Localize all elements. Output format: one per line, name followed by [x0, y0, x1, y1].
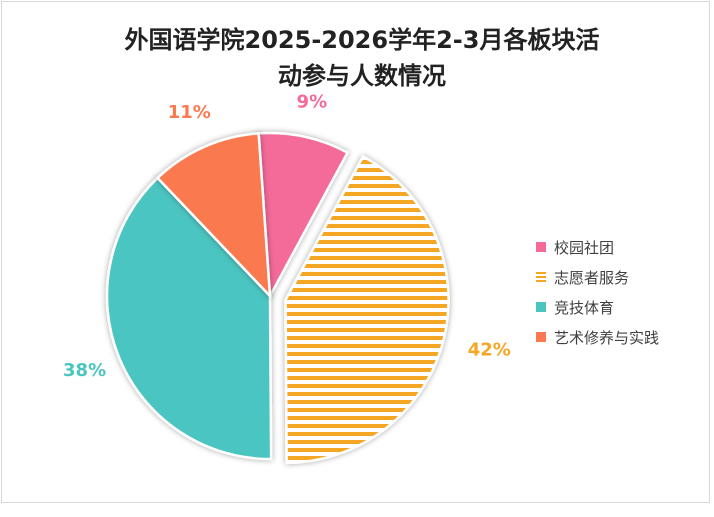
legend-swatch-2	[536, 272, 546, 282]
legend-label-1: 校园社团	[554, 238, 615, 257]
legend-swatch-1	[536, 242, 546, 252]
data-label-2: 42%	[468, 340, 511, 361]
legend-label-4: 艺术修养与实践	[554, 328, 660, 347]
pie-slice-3	[105, 176, 273, 461]
chart-title: 外国语学院2025-2026学年2-3月各板块活 动参与人数情况	[62, 22, 662, 94]
data-label-1: 9%	[297, 91, 328, 112]
chart-legend: 校园社团志愿者服务竞技体育艺术修养与实践	[536, 232, 659, 352]
data-label-3: 38%	[63, 360, 106, 381]
pie-slice-1	[257, 131, 350, 301]
legend-label-3: 竞技体育	[554, 298, 615, 317]
pie-slice-4	[155, 132, 272, 300]
legend-swatch-3	[536, 302, 546, 312]
pie-labels: 9% 42% 38% 11%	[63, 91, 511, 380]
data-label-4: 11%	[168, 102, 211, 123]
chart-title-line2: 动参与人数情况	[278, 62, 446, 90]
legend-swatch-4	[536, 332, 546, 342]
pie-slices	[105, 131, 450, 465]
pie-slice-2	[284, 154, 450, 465]
legend-label-2: 志愿者服务	[554, 268, 630, 287]
legend-item-4: 艺术修养与实践	[536, 322, 659, 352]
legend-item-3: 竞技体育	[536, 292, 659, 322]
chart-title-line1: 外国语学院2025-2026学年2-3月各板块活	[124, 26, 600, 54]
legend-item-2: 志愿者服务	[536, 262, 659, 292]
legend-item-1: 校园社团	[536, 232, 659, 262]
